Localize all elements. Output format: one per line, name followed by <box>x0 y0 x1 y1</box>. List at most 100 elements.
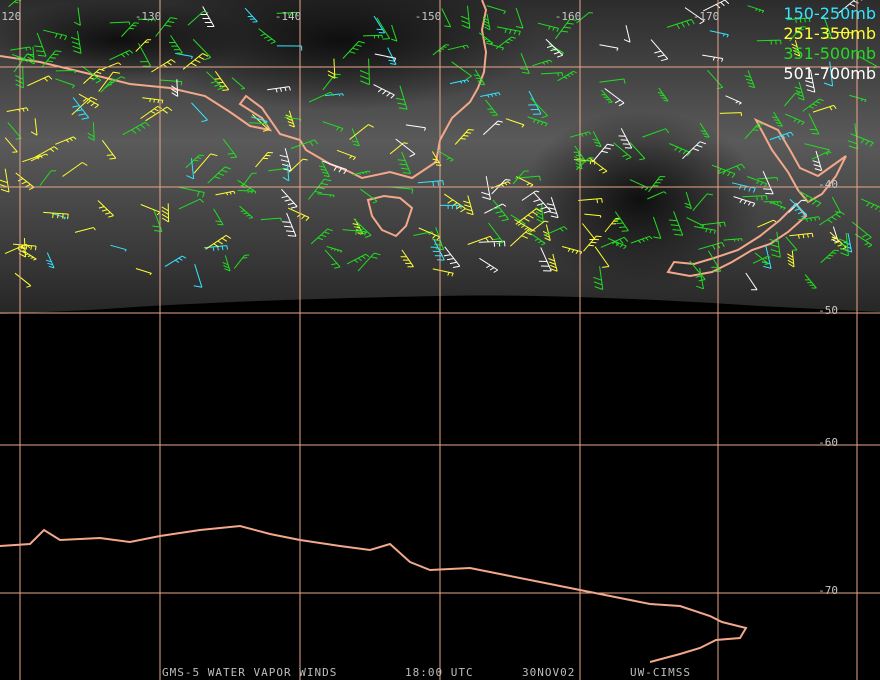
wind-barb <box>629 142 646 161</box>
wind-barb <box>744 70 756 89</box>
wind-barb <box>689 260 706 282</box>
wind-barb <box>532 59 553 67</box>
wind-barb <box>702 0 730 12</box>
wind-barb <box>164 255 187 268</box>
wind-barb <box>373 84 395 99</box>
wind-barb <box>310 228 333 245</box>
wind-barb <box>185 154 204 169</box>
wind-barb <box>699 122 710 138</box>
wind-barb <box>482 14 491 31</box>
wind-barb <box>785 236 798 251</box>
wind-barb <box>812 150 823 172</box>
wind-barb <box>6 107 29 113</box>
wind-barb <box>250 116 268 124</box>
wind-barb <box>657 87 669 102</box>
wind-barb <box>207 166 231 184</box>
wind-barb <box>711 164 736 179</box>
wind-barb <box>62 161 88 177</box>
wind-barb <box>83 68 105 84</box>
wind-barb <box>575 157 594 171</box>
footer-text: UW-CIMSS <box>630 666 691 679</box>
wind-barb <box>441 8 452 28</box>
wind-barb <box>546 196 559 219</box>
wind-barb <box>400 249 414 268</box>
wind-barb <box>161 203 170 223</box>
wind-barb <box>769 231 781 258</box>
longitude-label: -170 <box>693 10 720 23</box>
wind-barb <box>395 85 408 110</box>
wind-barb <box>187 10 209 26</box>
wind-barb <box>206 71 224 91</box>
wind-barb <box>71 96 98 116</box>
wind-barb <box>747 5 765 14</box>
wind-barb <box>648 176 666 193</box>
wind-barb <box>789 232 814 239</box>
wind-barb <box>34 146 59 158</box>
wind-barb <box>719 112 742 117</box>
wind-barb <box>237 179 254 193</box>
wind-barb <box>838 232 849 257</box>
wind-barb <box>467 235 494 245</box>
wind-barb <box>478 240 506 247</box>
wind-barb <box>43 29 68 41</box>
wind-barb <box>432 44 450 56</box>
wind-barb <box>276 45 303 51</box>
longitude-label: -140 <box>275 10 302 23</box>
wind-barb <box>757 177 779 181</box>
wind-barb <box>72 97 90 120</box>
wind-barb <box>417 180 444 187</box>
wind-barb <box>537 22 560 32</box>
wind-barb <box>623 25 631 43</box>
wind-barb <box>593 266 604 290</box>
wind-barb <box>829 231 847 250</box>
wind-barb <box>260 217 282 222</box>
wind-barb <box>538 247 552 272</box>
wind-barb <box>769 131 794 141</box>
wind-barb <box>186 158 195 180</box>
wind-barb <box>698 242 725 250</box>
wind-barb <box>0 168 10 193</box>
wind-barb <box>45 252 55 269</box>
wind-barb <box>805 69 816 93</box>
wind-barb <box>135 39 152 52</box>
wind-barb <box>860 198 880 213</box>
wind-barb <box>669 143 691 157</box>
wind-barb <box>373 15 386 34</box>
wind-barb <box>318 160 330 178</box>
wind-barb <box>544 226 568 236</box>
wind-barb <box>702 54 724 62</box>
wind-barb <box>443 246 461 268</box>
wind-barb <box>851 221 872 241</box>
wind-barb <box>27 46 35 65</box>
wind-barb <box>557 70 577 82</box>
wind-barb <box>772 111 783 127</box>
wind-barb <box>784 92 800 107</box>
latitude-label: -50 <box>818 304 838 317</box>
wind-barb <box>530 97 548 119</box>
wind-barb <box>802 98 824 112</box>
wind-barb <box>279 148 292 172</box>
wind-barb <box>251 114 269 132</box>
wind-barb <box>798 216 821 222</box>
wind-barb <box>43 211 69 219</box>
wind-barb <box>592 131 602 148</box>
wind-barb <box>87 122 95 141</box>
footer-text: GMS-5 WATER VAPOR WINDS <box>162 666 337 679</box>
wind-barb <box>101 140 117 160</box>
wind-barb <box>281 188 298 209</box>
wind-barb <box>600 236 629 248</box>
wind-barb <box>516 176 534 188</box>
wind-barb <box>376 17 391 40</box>
wind-barb <box>789 26 806 42</box>
wind-barb <box>41 50 62 68</box>
wind-barb <box>178 186 205 198</box>
wind-barb <box>8 0 22 8</box>
wind-barb <box>454 129 474 145</box>
wind-barb <box>478 32 494 45</box>
wind-barb <box>4 137 18 153</box>
wind-barb <box>769 201 786 210</box>
wind-barb <box>357 252 381 272</box>
wind-barb <box>439 204 462 209</box>
wind-barb <box>18 237 26 258</box>
